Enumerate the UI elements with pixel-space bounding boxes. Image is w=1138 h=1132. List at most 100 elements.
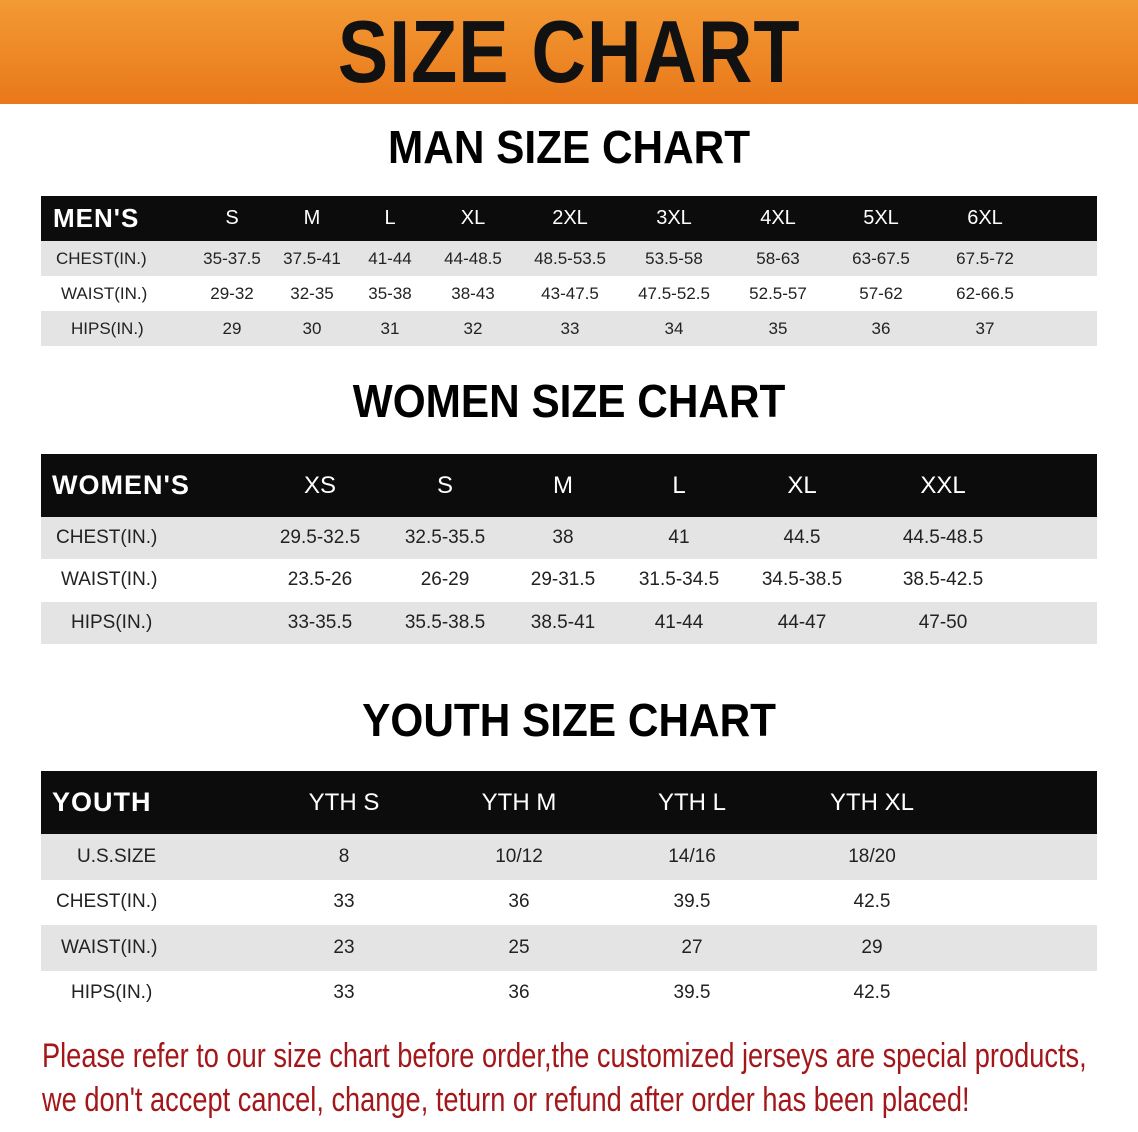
table-cell: 48.5-53.5 [534,248,606,268]
men-header-row: MEN'S S M L XL 2XL 3XL 4XL 5XL 6XL [41,196,1097,241]
size-header: XXL [920,471,966,499]
table-cell: 34.5-38.5 [761,569,843,591]
table-row: HIPS(IN.) 33 36 39.5 42.5 [41,970,1097,1016]
table-row: WAIST(IN.) 29-32 32-35 35-38 38-43 43-47.5 47.… [41,276,1097,311]
table-cell: 29 [222,318,242,338]
row-label: CHEST(IN.) [56,248,147,268]
youth-section-title: YOUTH SIZE CHART [362,694,776,746]
size-header: 6XL [967,207,1003,229]
banner: SIZE CHART [0,0,1138,104]
size-header: YTH M [481,788,557,816]
table-row: CHEST(IN.) 29.5-32.5 32.5-35.5 38 41 44.5 44.5… [41,517,1097,560]
table-cell: 35-38 [368,283,412,303]
row-label: CHEST(IN.) [56,891,158,913]
table-cell: 41-44 [368,248,412,268]
table-cell: 31 [380,318,400,338]
men-section-title: MAN SIZE CHART [388,121,751,173]
table-cell: 41 [668,527,690,549]
table-row: CHEST(IN.) 33 36 39.5 42.5 [41,879,1097,925]
youth-size-table: YOUTH YTH S YTH M YTH L YTH XL U.S.SIZE 8 10/12… [41,771,1097,1016]
table-row: HIPS(IN.) 33-35.5 35.5-38.5 38.5-41 41-44 44-… [41,601,1097,644]
table-cell: 57-62 [859,283,903,303]
notice-line-1: Please refer to our size chart before or… [42,1037,1087,1075]
table-cell: 44.5 [783,527,821,549]
size-header: M [553,471,573,499]
table-cell: 44-47 [777,611,827,633]
table-cell: 32 [463,318,483,338]
table-cell: 52.5-57 [749,283,807,303]
table-cell: 38 [552,527,574,549]
table-cell: 53.5-58 [645,248,703,268]
size-header: 2XL [552,207,588,229]
table-cell: 39.5 [673,891,711,913]
table-cell: 33 [560,318,580,338]
table-cell: 33 [333,891,355,913]
table-cell: 35-37.5 [203,248,261,268]
size-header: 4XL [760,207,796,229]
table-row: U.S.SIZE 8 10/12 14/16 18/20 [41,834,1097,880]
size-header: L [672,471,686,499]
table-cell: 36 [508,982,530,1004]
size-header: YTH XL [829,788,915,816]
row-label: HIPS(IN.) [71,611,153,633]
table-cell: 35.5-38.5 [404,611,486,633]
table-cell: 33-35.5 [287,611,353,633]
youth-header-label: YOUTH [52,787,152,817]
table-row: WAIST(IN.) 23 25 27 29 [41,925,1097,971]
table-cell: 36 [508,891,530,913]
table-cell: 47-50 [918,611,968,633]
youth-header-row: YOUTH YTH S YTH M YTH L YTH XL [41,771,1097,834]
men-size-table: MEN'S S M L XL 2XL 3XL 4XL 5XL 6XL CHEST(IN.) 35-37… [41,196,1097,346]
size-header: YTH S [308,788,380,816]
table-cell: 23 [333,936,355,958]
table-cell: 8 [338,845,350,867]
table-row: HIPS(IN.) 29 30 31 32 33 34 35 36 37 [41,311,1097,346]
size-header: 5XL [863,207,899,229]
row-label: HIPS(IN.) [71,318,144,338]
row-label: WAIST(IN.) [61,283,148,303]
table-cell: 39.5 [673,982,711,1004]
table-cell: 62-66.5 [956,283,1014,303]
table-cell: 31.5-34.5 [638,569,720,591]
size-header: XL [787,471,817,499]
banner-title: SIZE CHART [337,2,801,101]
table-cell: 47.5-52.5 [638,283,710,303]
table-cell: 30 [302,318,322,338]
women-header-label: WOMEN'S [52,470,190,500]
size-header: S [225,207,239,229]
row-label: U.S.SIZE [77,845,157,867]
table-cell: 67.5-72 [956,248,1014,268]
table-cell: 42.5 [853,982,891,1004]
table-cell: 38.5-41 [530,611,596,633]
table-cell: 32-35 [290,283,334,303]
women-header-row: WOMEN'S XS S M L XL XXL [41,454,1097,517]
table-row: WAIST(IN.) 23.5-26 26-29 29-31.5 31.5-34.5 34… [41,559,1097,602]
size-header: 3XL [656,207,692,229]
row-label: HIPS(IN.) [71,982,153,1004]
table-cell: 35 [768,318,788,338]
table-cell: 38-43 [451,283,495,303]
table-cell: 29.5-32.5 [279,527,361,549]
notice-line-2: we don't accept cancel, change, teturn o… [42,1081,970,1119]
table-cell: 33 [333,982,355,1004]
table-cell: 29-31.5 [530,569,596,591]
table-cell: 44-48.5 [444,248,502,268]
table-cell: 58-63 [756,248,800,268]
table-cell: 34 [664,318,684,338]
table-cell: 32.5-35.5 [404,527,486,549]
women-section-title: WOMEN SIZE CHART [352,375,786,427]
table-cell: 38.5-42.5 [902,569,984,591]
row-label: WAIST(IN.) [61,569,158,591]
size-header: S [436,471,454,499]
size-header: XS [303,471,337,499]
table-cell: 44.5-48.5 [902,527,984,549]
row-label: WAIST(IN.) [61,936,158,958]
table-cell: 37.5-41 [283,248,341,268]
size-header: M [303,207,321,229]
table-cell: 27 [681,936,703,958]
table-cell: 18/20 [848,845,896,867]
table-cell: 23.5-26 [287,569,353,591]
table-cell: 63-67.5 [852,248,910,268]
row-label: CHEST(IN.) [56,527,158,549]
table-cell: 29-32 [210,283,254,303]
